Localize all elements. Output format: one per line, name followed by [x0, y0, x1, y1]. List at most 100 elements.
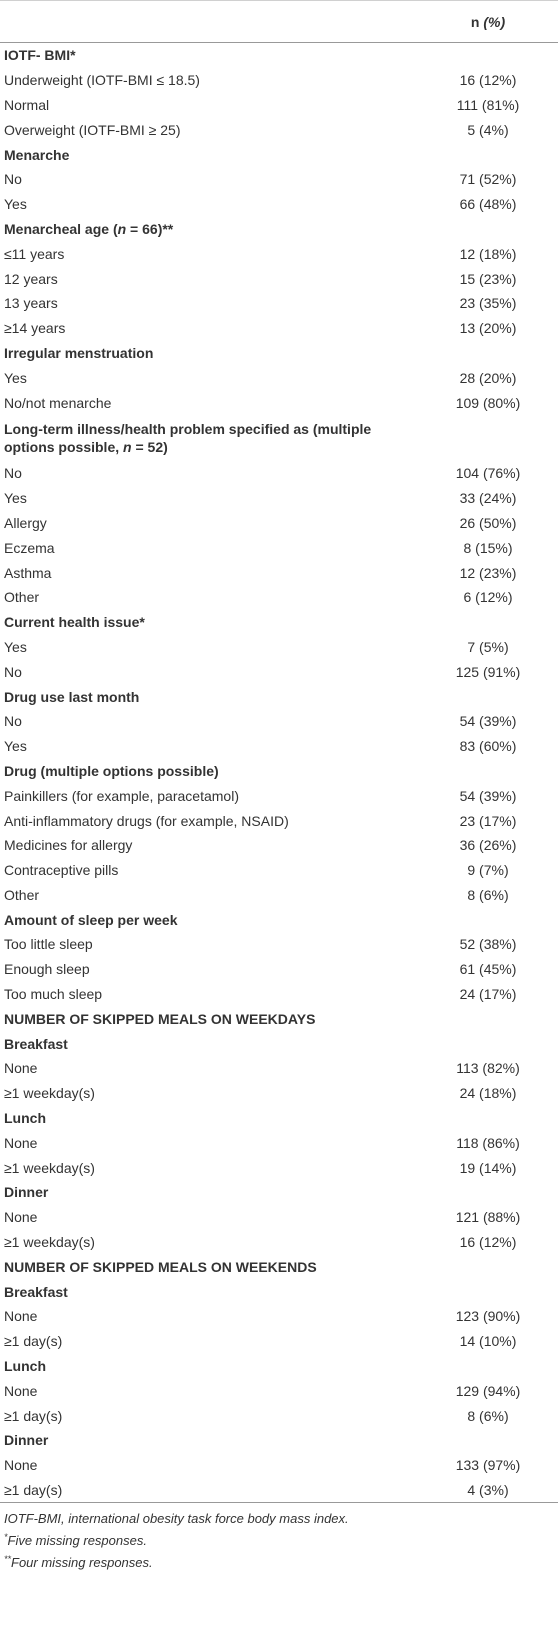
text-part: (%) — [479, 13, 506, 30]
row-value: 71 (52%) — [459, 171, 517, 188]
section-row: Breakfast — [0, 1031, 558, 1056]
row-value: 14 (10%) — [459, 1333, 517, 1350]
row-label: Drug use last month — [4, 688, 140, 705]
row-value: 7 (5%) — [467, 638, 509, 655]
row-value: 8 (6%) — [467, 1407, 509, 1424]
row-label: ≥1 weekday(s) — [4, 1085, 95, 1102]
data-row: Yes 7 (5%) — [0, 635, 558, 660]
row-value: 123 (90%) — [455, 1308, 521, 1325]
data-row: Yes 66 (48%) — [0, 192, 558, 217]
footnote: IOTF-BMI, international obesity task for… — [4, 1509, 349, 1528]
data-row: Normal 111 (81%) — [0, 93, 558, 118]
data-row: Allergy 26 (50%) — [0, 511, 558, 536]
row-value: 4 (3%) — [467, 1482, 509, 1499]
row-value — [418, 142, 558, 167]
section-row: Dinner — [0, 1428, 558, 1453]
row-label: Drug (multiple options possible) — [4, 762, 219, 779]
section-row: NUMBER OF SKIPPED MEALS ON WEEKENDS — [0, 1254, 558, 1279]
row-label: Other — [4, 589, 40, 606]
data-row: Too little sleep 52 (38%) — [0, 932, 558, 957]
section-row: Amount of sleep per week — [0, 907, 558, 932]
row-label: Current health issue* — [4, 614, 145, 631]
data-row: Enough sleep 61 (45%) — [0, 957, 558, 982]
row-value — [418, 1354, 558, 1379]
data-row: ≥1 day(s) 8 (6%) — [0, 1403, 558, 1428]
data-row: ≥1 day(s) 4 (3%) — [0, 1478, 558, 1503]
row-value: 15 (23%) — [459, 270, 517, 287]
footnote-text: Five missing responses. — [7, 1533, 147, 1548]
row-value: 54 (39%) — [459, 713, 517, 730]
row-value — [418, 1254, 558, 1279]
text-part: n — [123, 438, 132, 455]
data-row: ≥1 weekday(s) 24 (18%) — [0, 1081, 558, 1106]
section-row: Menarcheal age (n = 66)** — [0, 217, 558, 242]
row-label: None — [4, 1060, 38, 1077]
section-row: Current health issue* — [0, 610, 558, 635]
data-row: 12 years 15 (23%) — [0, 266, 558, 291]
row-value: 26 (50%) — [459, 514, 517, 531]
row-label: ≥14 years — [4, 320, 66, 337]
row-label: Medicines for allergy — [4, 837, 133, 854]
data-row: Yes 33 (24%) — [0, 486, 558, 511]
section-row: Breakfast — [0, 1279, 558, 1304]
data-row: Underweight (IOTF-BMI ≤ 18.5) 16 (12%) — [0, 68, 558, 93]
row-label: ≥1 day(s) — [4, 1482, 63, 1499]
footnote: *Five missing responses. — [4, 1528, 349, 1550]
row-label: None — [4, 1308, 38, 1325]
data-row: Other 8 (6%) — [0, 883, 558, 908]
text-part: = 52) — [131, 438, 168, 455]
row-label: Painkillers (for example, paracetamol) — [4, 787, 239, 804]
data-row: 13 years 23 (35%) — [0, 291, 558, 316]
row-value: 23 (35%) — [459, 295, 517, 312]
data-row: Painkillers (for example, paracetamol) 54… — [0, 783, 558, 808]
row-label: Menarche — [4, 146, 70, 163]
data-row: No/not menarche 109 (80%) — [0, 390, 558, 415]
row-label: Breakfast — [4, 1035, 68, 1052]
row-value — [418, 341, 558, 366]
text-part: n — [470, 13, 480, 30]
data-row: ≥1 weekday(s) 19 (14%) — [0, 1155, 558, 1180]
row-value: 13 (20%) — [459, 320, 517, 337]
row-value: 118 (86%) — [456, 1134, 520, 1151]
row-value: 129 (94%) — [455, 1382, 521, 1399]
data-row: None 121 (88%) — [0, 1205, 558, 1230]
data-row: No 54 (39%) — [0, 709, 558, 734]
data-table: n (%) IOTF- BMI* Underweight (IOTF-BMI ≤ 1… — [0, 0, 558, 1504]
section-row: NUMBER OF SKIPPED MEALS ON WEEKDAYS — [0, 1006, 558, 1031]
row-label: Allergy — [4, 514, 47, 531]
row-value — [418, 610, 558, 635]
data-row: Other 6 (12%) — [0, 585, 558, 610]
row-label: ≤11 years — [4, 245, 65, 262]
row-label: Amount of sleep per week — [4, 911, 178, 928]
row-value — [418, 759, 558, 784]
row-value: 133 (97%) — [455, 1457, 521, 1474]
row-label: Yes — [4, 638, 27, 655]
data-row: No 71 (52%) — [0, 167, 558, 192]
row-label: Too little sleep — [4, 936, 93, 953]
footnotes: IOTF-BMI, international obesity task for… — [4, 1509, 349, 1572]
row-value: 16 (12%) — [459, 1234, 517, 1251]
row-value: 111 (81%) — [456, 96, 520, 113]
row-value — [418, 1428, 558, 1453]
data-row: Yes 83 (60%) — [0, 734, 558, 759]
row-value: 61 (45%) — [459, 961, 517, 978]
row-value: 113 (82%) — [456, 1060, 520, 1077]
row-value: 121 (88%) — [455, 1209, 521, 1226]
data-row: Medicines for allergy 36 (26%) — [0, 833, 558, 858]
data-row: None 118 (86%) — [0, 1130, 558, 1155]
row-value: 6 (12%) — [463, 589, 513, 606]
row-label: None — [4, 1457, 38, 1474]
row-value — [418, 1106, 558, 1131]
row-value: 19 (14%) — [459, 1159, 517, 1176]
row-label: Anti-inflammatory drugs (for example, NS… — [4, 812, 289, 829]
section-row: Dinner — [0, 1180, 558, 1205]
row-label: Normal — [4, 96, 50, 113]
footnote: **Four missing responses. — [4, 1550, 349, 1572]
row-value: 16 (12%) — [459, 72, 517, 89]
section-row: Irregular menstruation — [0, 341, 558, 366]
row-label: No — [4, 465, 22, 482]
row-label: None — [4, 1209, 38, 1226]
section-row: Drug (multiple options possible) — [0, 759, 558, 784]
header-cell: n (%) — [418, 0, 558, 43]
